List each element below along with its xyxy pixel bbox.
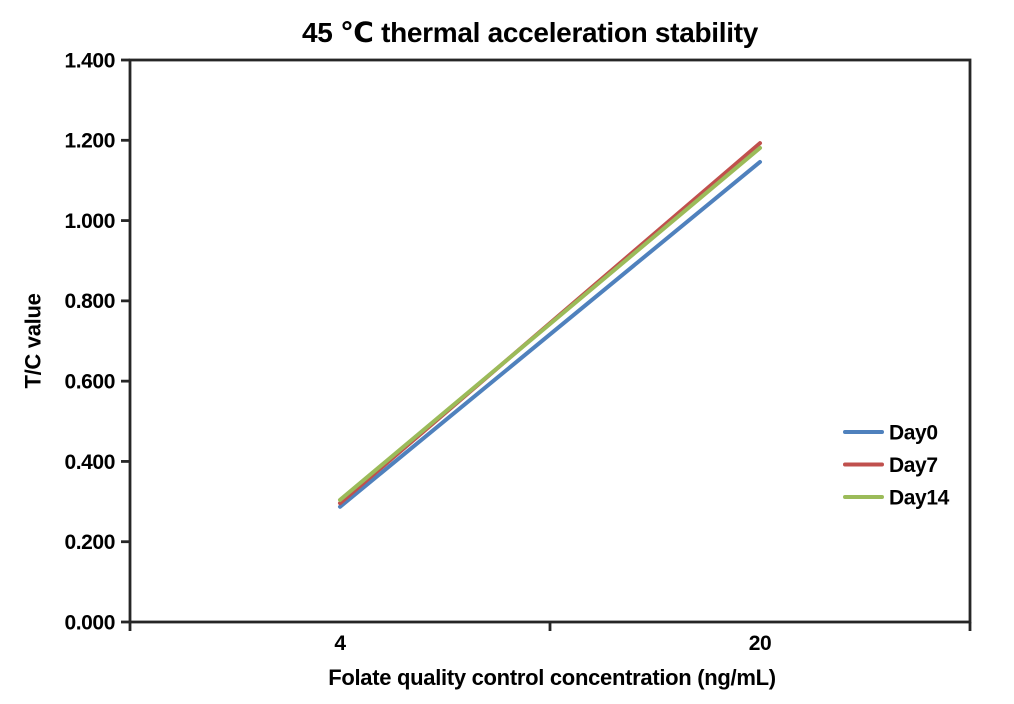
legend: Day0 Day7 Day14 [843,421,950,509]
x-axis-title: Folate quality control concentration (ng… [328,665,776,690]
y-tick-label: 1.200 [64,130,115,153]
y-tick-label: 0.600 [64,370,115,393]
chart-title: 45 ℃ thermal acceleration stability [302,17,759,48]
legend-label-day0: Day0 [889,421,938,444]
plot-border [128,58,972,624]
y-axis-title: T/C value [21,293,46,388]
series-line-day0 [338,159,762,509]
y-tick-label: 0.800 [64,290,115,313]
y-tick-label: 0.400 [64,451,115,474]
y-tick-label: 0.200 [64,531,115,554]
legend-label-day14: Day14 [889,486,950,509]
axes-layer: 0.000 0.200 0.400 0.600 0.800 1.000 1.200 1.400… [64,49,972,655]
series-layer [338,141,762,509]
x-tick-label: 20 [749,632,772,655]
series-line-day14 [338,145,762,502]
y-tick-label: 0.000 [64,611,115,634]
y-tick-label: 1.400 [64,49,115,72]
y-tick-label: 1.000 [64,210,115,233]
x-tick-label: 4 [334,632,346,655]
legend-label-day7: Day7 [889,454,938,477]
